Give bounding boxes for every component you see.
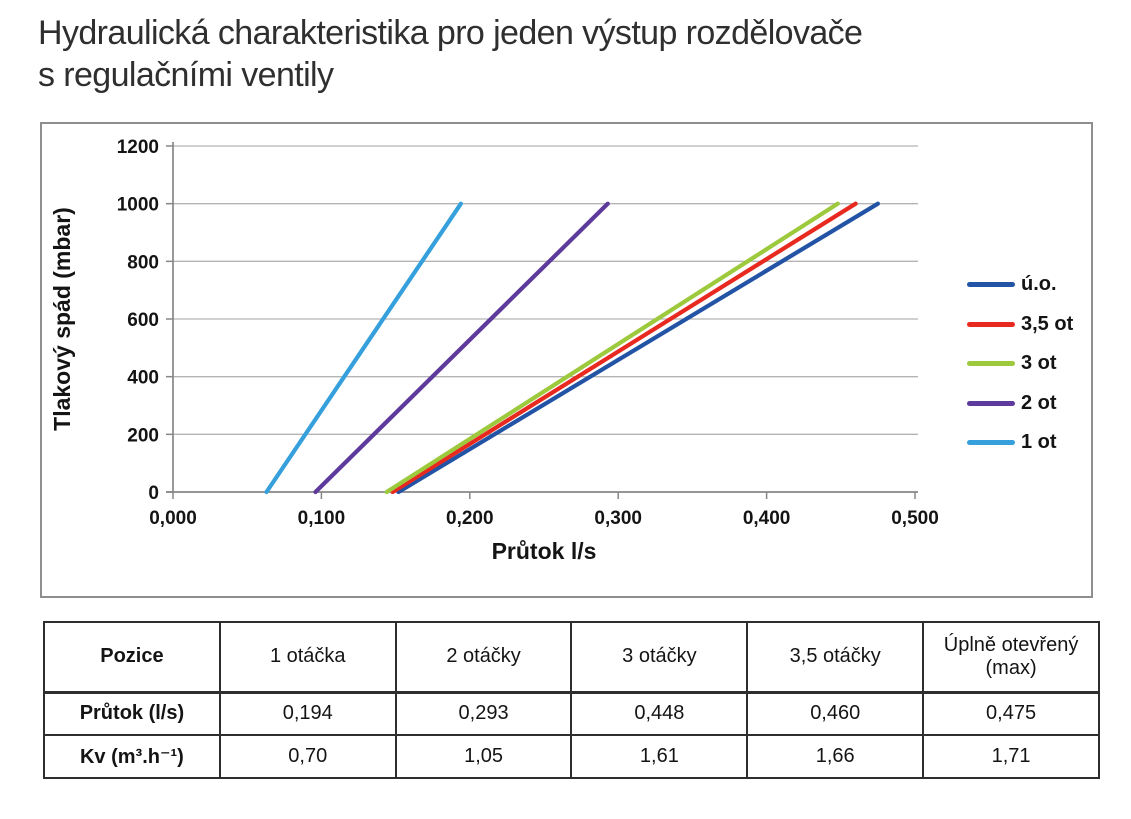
column-header: Pozice [43, 621, 221, 694]
row-header: Průtok (l/s) [43, 691, 221, 736]
x-tick-label: 0,400 [743, 508, 791, 529]
y-tick-label: 400 [127, 368, 159, 389]
row-header: Kv (m³.h⁻¹) [43, 734, 221, 779]
page-title: Hydraulická charakteristika pro jeden vý… [38, 12, 1098, 96]
legend-label: ú.o. [1021, 273, 1057, 296]
page-title-line1: Hydraulická charakteristika pro jeden vý… [38, 14, 863, 52]
y-tick-label: 800 [127, 252, 159, 273]
series-line-1 ot [264, 201, 463, 495]
x-tick-label: 0,100 [298, 508, 346, 529]
series-line-2 ot [313, 201, 610, 495]
series-line-3 ot [384, 201, 840, 495]
legend-swatch [967, 361, 1015, 367]
y-tick-label: 0 [148, 483, 159, 504]
y-axis-title: Tlakový spád (mbar) [49, 207, 75, 431]
table-cell: 1,61 [570, 734, 749, 779]
x-tick-label: 0,300 [594, 508, 642, 529]
legend-swatch [967, 400, 1015, 406]
flow-table-body: Průtok (l/s) 0,194 0,293 0,448 0,460 0,475 Kv … [43, 691, 1100, 779]
x-tick-label: 0,000 [149, 508, 197, 529]
flow-table-head: Pozice 1 otáčka 2 otáčky 3 otáčky 3,5 otáčky… [43, 621, 1100, 694]
y-tick-label: 1200 [117, 137, 159, 158]
x-tick-label: 0,200 [446, 508, 494, 529]
table-cell: 0,475 [922, 691, 1100, 736]
legend-label: 3 ot [1021, 352, 1057, 375]
chart-container: 0 200 400 600 800 1000 1200 0,000 0,100 0,200 0,30… [40, 122, 1093, 598]
legend-item: 3,5 ot [967, 305, 1073, 345]
legend-item: ú.o. [967, 265, 1073, 305]
table-row: Průtok (l/s) 0,194 0,293 0,448 0,460 0,475 [43, 691, 1100, 736]
legend-swatch [967, 282, 1015, 288]
x-axis-title: Průtok l/s [492, 538, 597, 564]
page-title-line2: s regulačními ventily [38, 56, 334, 94]
table-cell: 1,71 [922, 734, 1100, 779]
x-tick-label: 0,500 [891, 508, 939, 529]
chart-legend: ú.o. 3,5 ot 3 ot 2 ot 1 ot [967, 265, 1073, 463]
y-tick-label: 1000 [117, 195, 159, 216]
legend-label: 1 ot [1021, 431, 1057, 454]
legend-item: 1 ot [967, 423, 1073, 463]
legend-swatch [967, 321, 1015, 327]
flow-table: Pozice 1 otáčka 2 otáčky 3 otáčky 3,5 otáčky… [43, 621, 1100, 779]
table-cell: 0,460 [746, 691, 925, 736]
legend-label: 2 ot [1021, 391, 1057, 414]
legend-swatch [967, 440, 1015, 446]
column-header: Úplně otevřený (max) [922, 621, 1100, 694]
table-cell: 0,293 [394, 691, 573, 736]
table-cell: 0,194 [218, 691, 397, 736]
table-cell: 1,66 [746, 734, 925, 779]
y-tick-label: 600 [127, 310, 159, 331]
series-line-ú.o. [396, 201, 881, 495]
column-header: 1 otáčka [218, 621, 397, 694]
table-row: Kv (m³.h⁻¹) 0,70 1,05 1,61 1,66 1,71 [43, 734, 1100, 779]
flow-table-head-row: Pozice 1 otáčka 2 otáčky 3 otáčky 3,5 otáčky… [43, 621, 1100, 694]
legend-item: 2 ot [967, 384, 1073, 424]
table-cell: 0,448 [570, 691, 749, 736]
y-tick-label: 200 [127, 425, 159, 446]
line-chart-svg: 0 200 400 600 800 1000 1200 0,000 0,100 0,200 0,30… [49, 137, 939, 564]
series-line-3,5 ot [390, 201, 858, 495]
table-cell: 1,05 [394, 734, 573, 779]
legend-item: 3 ot [967, 344, 1073, 384]
column-header: 3,5 otáčky [746, 621, 925, 694]
column-header: 2 otáčky [394, 621, 573, 694]
legend-label: 3,5 ot [1021, 312, 1074, 335]
column-header: 3 otáčky [570, 621, 749, 694]
table-cell: 0,70 [218, 734, 397, 779]
